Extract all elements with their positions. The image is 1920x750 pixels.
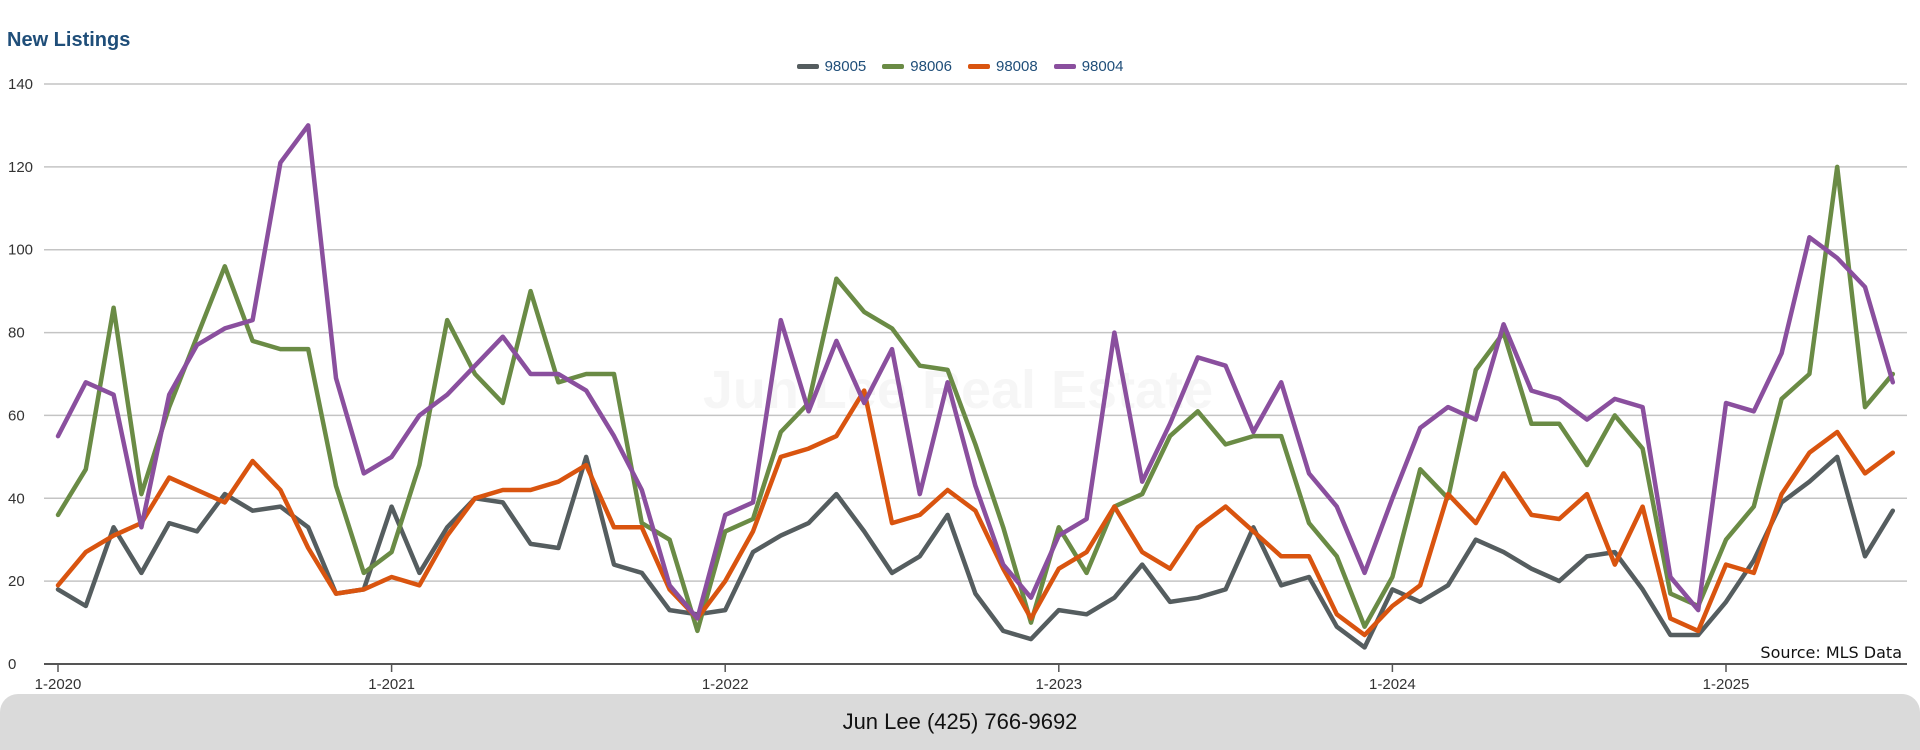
legend-swatch: [968, 64, 990, 69]
legend-label: 98006: [910, 58, 952, 75]
y-tick-label: 20: [8, 573, 25, 590]
legend-item-98008: 98008: [968, 58, 1038, 75]
x-tick-label: 1-2021: [368, 676, 415, 693]
x-tick-label: 1-2023: [1035, 676, 1082, 693]
x-tick-label: 1-2024: [1369, 676, 1416, 693]
y-tick-label: 140: [8, 76, 33, 93]
legend-label: 98008: [996, 58, 1038, 75]
chart-legend: 98005 98006 98008 98004: [0, 58, 1920, 75]
series-line-98006: [55, 164, 1896, 634]
x-tick-label: 1-2020: [35, 676, 82, 693]
footer-bar: Jun Lee (425) 766-9692: [0, 694, 1920, 750]
line-chart: Jun Lee Real Estate 0 20 40 60 80 100 120 140 1-2…: [8, 76, 1907, 693]
legend-item-98004: 98004: [1053, 58, 1124, 75]
legend-item-98006: 98006: [882, 58, 952, 75]
series-line-98004: [55, 123, 1896, 621]
legend-swatch: [882, 64, 905, 69]
legend-label: 98004: [1081, 58, 1124, 75]
source-annotation: Source: MLS Data: [1760, 643, 1902, 662]
footer-contact: Jun Lee (425) 766-9692: [842, 709, 1078, 734]
y-tick-label: 80: [8, 325, 25, 342]
y-tick-label: 100: [8, 242, 33, 259]
x-tick-label: 1-2025: [1703, 676, 1750, 693]
legend-swatch: [1053, 64, 1076, 69]
series-line-98008: [55, 388, 1896, 638]
chart-title: New Listings: [7, 29, 131, 51]
y-tick-label: 40: [8, 490, 25, 507]
x-tick-label: 1-2022: [702, 676, 749, 693]
y-tick-label: 120: [8, 159, 33, 176]
legend-swatch: [796, 64, 819, 69]
watermark-text: Jun Lee Real Estate: [703, 360, 1213, 420]
legend-item-98005: 98005: [796, 58, 867, 75]
y-tick-label: 0: [8, 656, 16, 673]
legend-label: 98005: [824, 58, 867, 75]
y-tick-label: 60: [8, 407, 25, 424]
